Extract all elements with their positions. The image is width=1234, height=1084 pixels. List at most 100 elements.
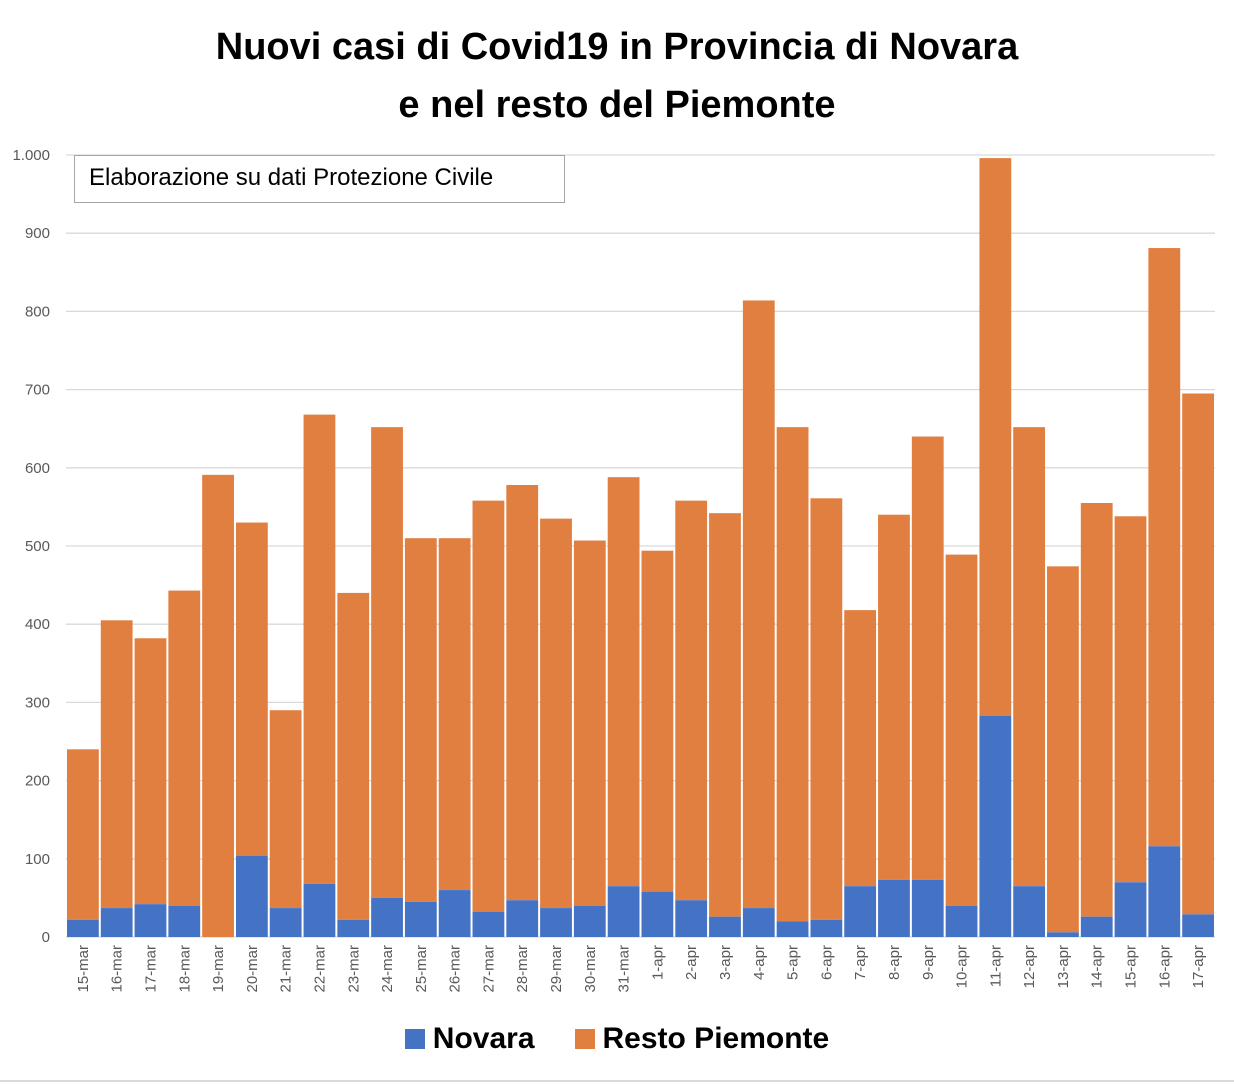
bar-resto-piemonte	[573, 540, 606, 906]
bar-resto-piemonte	[100, 620, 133, 909]
bar-novara	[844, 886, 877, 937]
bar-resto-piemonte	[742, 300, 775, 909]
bar-resto-piemonte	[134, 638, 167, 905]
bar-resto-piemonte	[1047, 566, 1079, 933]
x-tick-label: 29-mar	[548, 945, 565, 993]
bar-resto-piemonte	[1148, 248, 1181, 847]
bar-novara	[1148, 846, 1181, 937]
legend-swatch-resto	[574, 1029, 595, 1049]
x-tick-label: 28-mar	[514, 945, 531, 993]
legend: Novara Resto Piemonte	[0, 1022, 1234, 1056]
source-note: Elaborazione su dati Protezione Civile	[74, 155, 565, 203]
bar-resto-piemonte	[641, 550, 674, 892]
bar-novara	[100, 908, 133, 937]
x-tick-label: 18-mar	[176, 945, 193, 993]
bar-novara	[1182, 914, 1214, 937]
bar-novara	[235, 855, 268, 937]
bar-resto-piemonte	[404, 538, 437, 902]
bar-resto-piemonte	[675, 500, 708, 901]
x-tick-label: 16-mar	[109, 945, 126, 993]
x-tick-label: 24-mar	[379, 945, 396, 993]
y-tick-label: 0	[42, 929, 50, 946]
y-tick-label: 900	[25, 225, 50, 242]
bar-resto-piemonte	[371, 427, 403, 898]
x-tick-label: 12-apr	[1021, 945, 1038, 988]
x-tick-label: 6-apr	[818, 945, 835, 980]
bar-resto-piemonte	[776, 427, 809, 922]
y-tick-label: 1.000	[12, 147, 50, 164]
x-tick-label: 17-mar	[142, 945, 159, 993]
x-tick-label: 25-mar	[413, 945, 430, 993]
bar-novara	[742, 908, 775, 937]
bar-novara	[709, 916, 741, 937]
bar-novara	[911, 879, 944, 937]
bar-novara	[506, 900, 539, 937]
bar-novara	[810, 919, 843, 937]
bar-resto-piemonte	[844, 610, 877, 887]
bar-resto-piemonte	[438, 538, 471, 891]
bar-novara	[168, 905, 201, 937]
y-tick-label: 300	[25, 694, 50, 711]
x-tick-label: 11-apr	[987, 945, 1004, 987]
bar-novara	[1013, 886, 1046, 937]
x-tick-label: 13-apr	[1055, 945, 1072, 988]
bar-resto-piemonte	[1182, 393, 1214, 915]
x-tick-label: 26-mar	[447, 945, 464, 993]
bar-novara	[472, 911, 505, 937]
bar-novara	[878, 879, 910, 937]
bar-resto-piemonte	[67, 749, 99, 920]
x-tick-label: 7-apr	[852, 945, 869, 980]
bar-novara	[607, 886, 640, 937]
x-tick-label: 5-apr	[785, 945, 802, 980]
y-tick-label: 100	[25, 851, 50, 868]
bar-novara	[540, 908, 572, 937]
bar-resto-piemonte	[607, 477, 640, 887]
x-tick-label: 16-apr	[1156, 945, 1173, 988]
legend-swatch-novara	[404, 1029, 425, 1049]
bar-resto-piemonte	[945, 554, 978, 906]
bar-resto-piemonte	[472, 500, 505, 912]
bar-novara	[979, 715, 1012, 937]
x-tick-label: 1-apr	[649, 945, 666, 980]
y-tick-label: 500	[25, 538, 50, 555]
bar-novara	[371, 897, 403, 937]
bar-novara	[641, 891, 674, 937]
bar-resto-piemonte	[1080, 502, 1113, 917]
bar-novara	[1047, 932, 1079, 937]
bar-resto-piemonte	[1013, 427, 1046, 887]
x-tick-label: 21-mar	[278, 945, 295, 993]
x-tick-label: 3-apr	[717, 945, 734, 980]
title-line-2: e nel resto del Piemonte	[398, 84, 836, 126]
x-tick-label: 22-mar	[311, 945, 328, 993]
x-tick-label: 31-mar	[616, 945, 633, 993]
legend-item-resto: Resto Piemonte	[574, 1022, 830, 1056]
x-tick-label: 27-mar	[480, 945, 497, 993]
bar-resto-piemonte	[168, 590, 201, 906]
y-tick-label: 800	[25, 303, 50, 320]
bar-novara	[303, 883, 336, 937]
bar-resto-piemonte	[269, 710, 302, 909]
divider	[0, 1080, 1234, 1082]
x-tick-label: 15-apr	[1123, 945, 1140, 988]
x-tick-label: 10-apr	[954, 945, 971, 988]
y-tick-label: 400	[25, 616, 50, 633]
bar-novara	[675, 900, 708, 937]
bar-novara	[404, 901, 437, 937]
legend-label-resto: Resto Piemonte	[602, 1022, 830, 1055]
chart-title: Nuovi casi di Covid19 in Provincia di No…	[0, 18, 1234, 134]
x-tick-label: 17-apr	[1190, 945, 1207, 988]
bar-resto-piemonte	[303, 414, 336, 884]
bar-novara	[945, 905, 978, 937]
legend-label-novara: Novara	[432, 1022, 535, 1055]
bar-resto-piemonte	[337, 592, 370, 920]
bar-resto-piemonte	[202, 474, 234, 937]
bar-novara	[134, 904, 167, 937]
bar-resto-piemonte	[1114, 516, 1147, 883]
bar-novara	[573, 905, 606, 937]
x-tick-label: 9-apr	[920, 945, 937, 980]
bar-novara	[337, 919, 370, 937]
bar-novara	[1114, 882, 1147, 937]
bar-resto-piemonte	[235, 522, 268, 856]
title-line-1: Nuovi casi di Covid19 in Provincia di No…	[215, 26, 1019, 68]
